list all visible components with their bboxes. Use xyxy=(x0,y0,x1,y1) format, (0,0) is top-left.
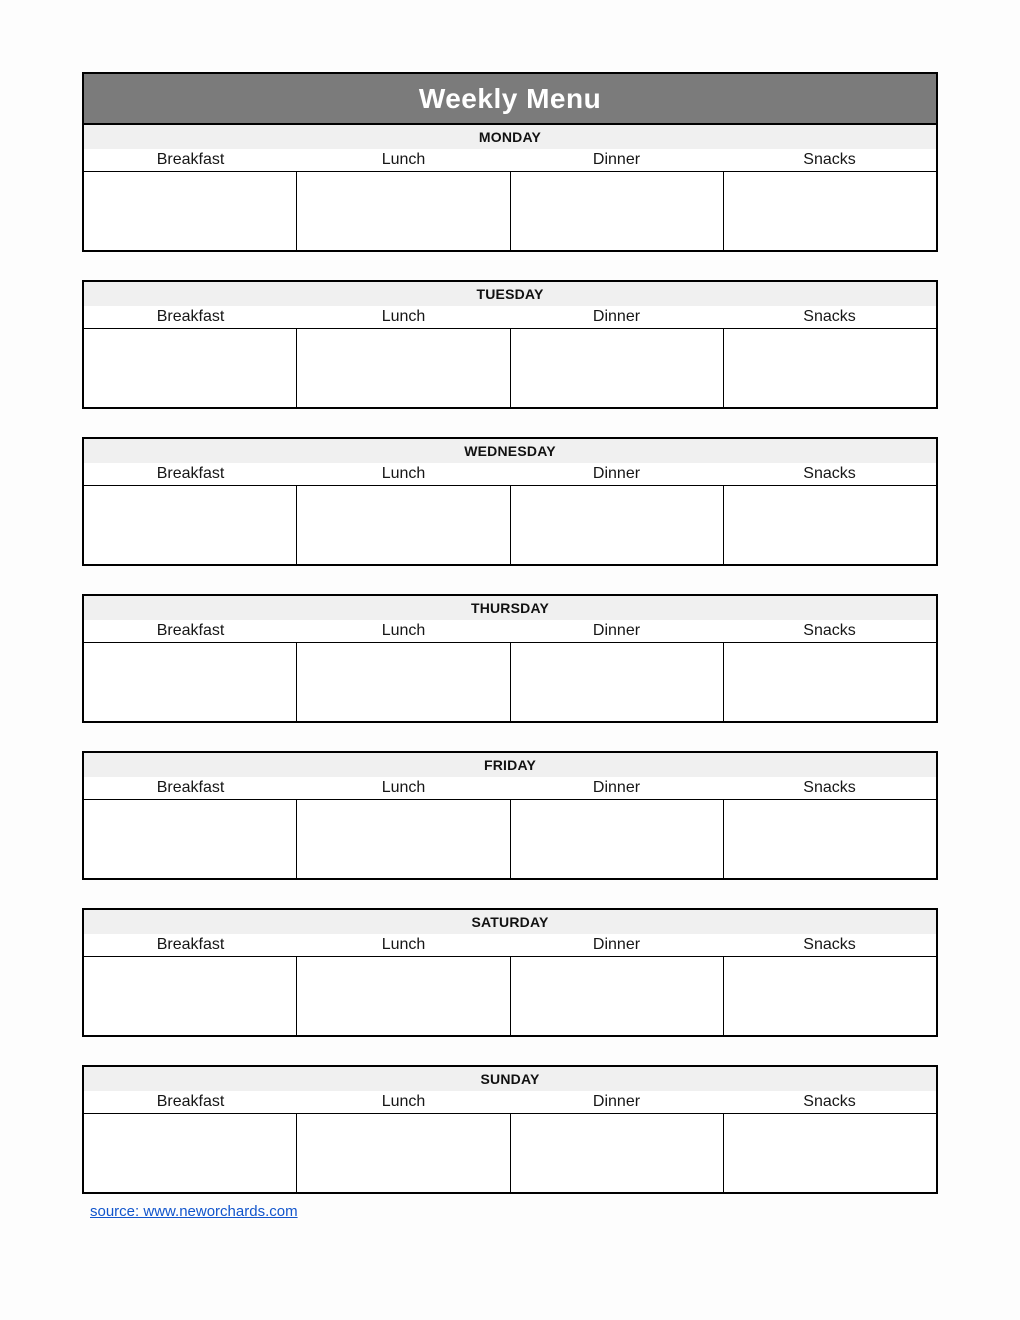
meal-headers-row: Breakfast Lunch Dinner Snacks xyxy=(84,777,936,800)
meal-cell-tuesday-snacks[interactable] xyxy=(724,329,936,407)
meal-cell-tuesday-lunch[interactable] xyxy=(297,329,511,407)
meal-header-snacks: Snacks xyxy=(803,465,856,482)
meal-cell-wednesday-breakfast[interactable] xyxy=(84,486,298,564)
day-block-saturday: SATURDAY Breakfast Lunch Dinner Snacks xyxy=(82,908,938,1037)
meal-cell-sunday-dinner[interactable] xyxy=(511,1114,724,1192)
meal-cell-friday-breakfast[interactable] xyxy=(84,800,298,878)
meal-header-dinner: Dinner xyxy=(592,308,641,325)
meal-header-snacks: Snacks xyxy=(803,779,856,796)
meal-cell-friday-snacks[interactable] xyxy=(724,800,936,878)
meal-header-breakfast: Breakfast xyxy=(156,465,225,482)
meal-header-dinner: Dinner xyxy=(592,465,641,482)
meal-headers-row: Breakfast Lunch Dinner Snacks xyxy=(84,620,936,643)
meal-header-dinner: Dinner xyxy=(592,1093,641,1110)
meal-cells-row xyxy=(84,643,936,721)
meal-header-lunch: Lunch xyxy=(381,151,426,168)
meal-cell-friday-lunch[interactable] xyxy=(297,800,511,878)
meal-header-dinner: Dinner xyxy=(592,936,641,953)
meal-header-lunch: Lunch xyxy=(381,622,426,639)
meal-header-snacks: Snacks xyxy=(803,622,856,639)
meal-headers-row: Breakfast Lunch Dinner Snacks xyxy=(84,934,936,957)
meal-header-lunch: Lunch xyxy=(381,779,426,796)
meal-cell-thursday-breakfast[interactable] xyxy=(84,643,298,721)
meal-header-lunch: Lunch xyxy=(381,308,426,325)
meal-header-snacks: Snacks xyxy=(803,936,856,953)
meal-cells-row xyxy=(84,486,936,564)
meal-header-snacks: Snacks xyxy=(803,151,856,168)
meal-cell-saturday-lunch[interactable] xyxy=(297,957,511,1035)
meal-cell-saturday-breakfast[interactable] xyxy=(84,957,298,1035)
meal-cell-monday-snacks[interactable] xyxy=(724,172,936,250)
meal-cells-row xyxy=(84,800,936,878)
meal-cell-monday-dinner[interactable] xyxy=(511,172,724,250)
meal-cell-friday-dinner[interactable] xyxy=(511,800,724,878)
day-block-friday: FRIDAY Breakfast Lunch Dinner Snacks xyxy=(82,751,938,880)
meal-header-breakfast: Breakfast xyxy=(156,936,225,953)
meal-cell-sunday-lunch[interactable] xyxy=(297,1114,511,1192)
source-link[interactable]: source: www.neworchards.com xyxy=(90,1203,298,1220)
meal-header-breakfast: Breakfast xyxy=(156,779,225,796)
day-label-friday: FRIDAY xyxy=(84,753,936,777)
meal-cells-row xyxy=(84,329,936,407)
day-block-sunday: SUNDAY Breakfast Lunch Dinner Snacks xyxy=(82,1065,938,1194)
meal-header-lunch: Lunch xyxy=(381,936,426,953)
meal-header-dinner: Dinner xyxy=(592,779,641,796)
day-block-monday: MONDAY Breakfast Lunch Dinner Snacks xyxy=(82,123,938,252)
day-label-wednesday: WEDNESDAY xyxy=(84,439,936,463)
meal-header-lunch: Lunch xyxy=(381,1093,426,1110)
meal-cells-row xyxy=(84,172,936,250)
meal-header-lunch: Lunch xyxy=(381,465,426,482)
meal-cell-sunday-breakfast[interactable] xyxy=(84,1114,298,1192)
meal-cell-wednesday-dinner[interactable] xyxy=(511,486,724,564)
meal-cell-thursday-lunch[interactable] xyxy=(297,643,511,721)
meal-cell-sunday-snacks[interactable] xyxy=(724,1114,936,1192)
meal-header-breakfast: Breakfast xyxy=(156,1093,225,1110)
page-title: Weekly Menu xyxy=(418,82,602,114)
weekly-menu-template: Weekly Menu MONDAY Breakfast Lunch Dinne… xyxy=(82,72,938,1194)
meal-cell-tuesday-dinner[interactable] xyxy=(511,329,724,407)
meal-headers-row: Breakfast Lunch Dinner Snacks xyxy=(84,1091,936,1114)
meal-cell-saturday-snacks[interactable] xyxy=(724,957,936,1035)
meal-cells-row xyxy=(84,957,936,1035)
meal-header-breakfast: Breakfast xyxy=(156,151,225,168)
meal-headers-row: Breakfast Lunch Dinner Snacks xyxy=(84,306,936,329)
day-label-monday: MONDAY xyxy=(84,125,936,149)
day-block-thursday: THURSDAY Breakfast Lunch Dinner Snacks xyxy=(82,594,938,723)
meal-headers-row: Breakfast Lunch Dinner Snacks xyxy=(84,463,936,486)
meal-cell-wednesday-snacks[interactable] xyxy=(724,486,936,564)
meal-header-snacks: Snacks xyxy=(803,1093,856,1110)
meal-header-dinner: Dinner xyxy=(592,622,641,639)
day-block-wednesday: WEDNESDAY Breakfast Lunch Dinner Snacks xyxy=(82,437,938,566)
day-label-tuesday: TUESDAY xyxy=(84,282,936,306)
meal-header-dinner: Dinner xyxy=(592,151,641,168)
day-label-sunday: SUNDAY xyxy=(84,1067,936,1091)
day-label-saturday: SATURDAY xyxy=(84,910,936,934)
meal-cells-row xyxy=(84,1114,936,1192)
meal-cell-wednesday-lunch[interactable] xyxy=(297,486,511,564)
meal-header-breakfast: Breakfast xyxy=(156,622,225,639)
meal-header-breakfast: Breakfast xyxy=(156,308,225,325)
meal-cell-thursday-dinner[interactable] xyxy=(511,643,724,721)
day-block-tuesday: TUESDAY Breakfast Lunch Dinner Snacks xyxy=(82,280,938,409)
title-band: Weekly Menu xyxy=(82,72,938,125)
meal-cell-tuesday-breakfast[interactable] xyxy=(84,329,298,407)
meal-headers-row: Breakfast Lunch Dinner Snacks xyxy=(84,149,936,172)
meal-cell-thursday-snacks[interactable] xyxy=(724,643,936,721)
meal-cell-saturday-dinner[interactable] xyxy=(511,957,724,1035)
day-label-thursday: THURSDAY xyxy=(84,596,936,620)
meal-cell-monday-lunch[interactable] xyxy=(297,172,511,250)
meal-cell-monday-breakfast[interactable] xyxy=(84,172,298,250)
meal-header-snacks: Snacks xyxy=(803,308,856,325)
